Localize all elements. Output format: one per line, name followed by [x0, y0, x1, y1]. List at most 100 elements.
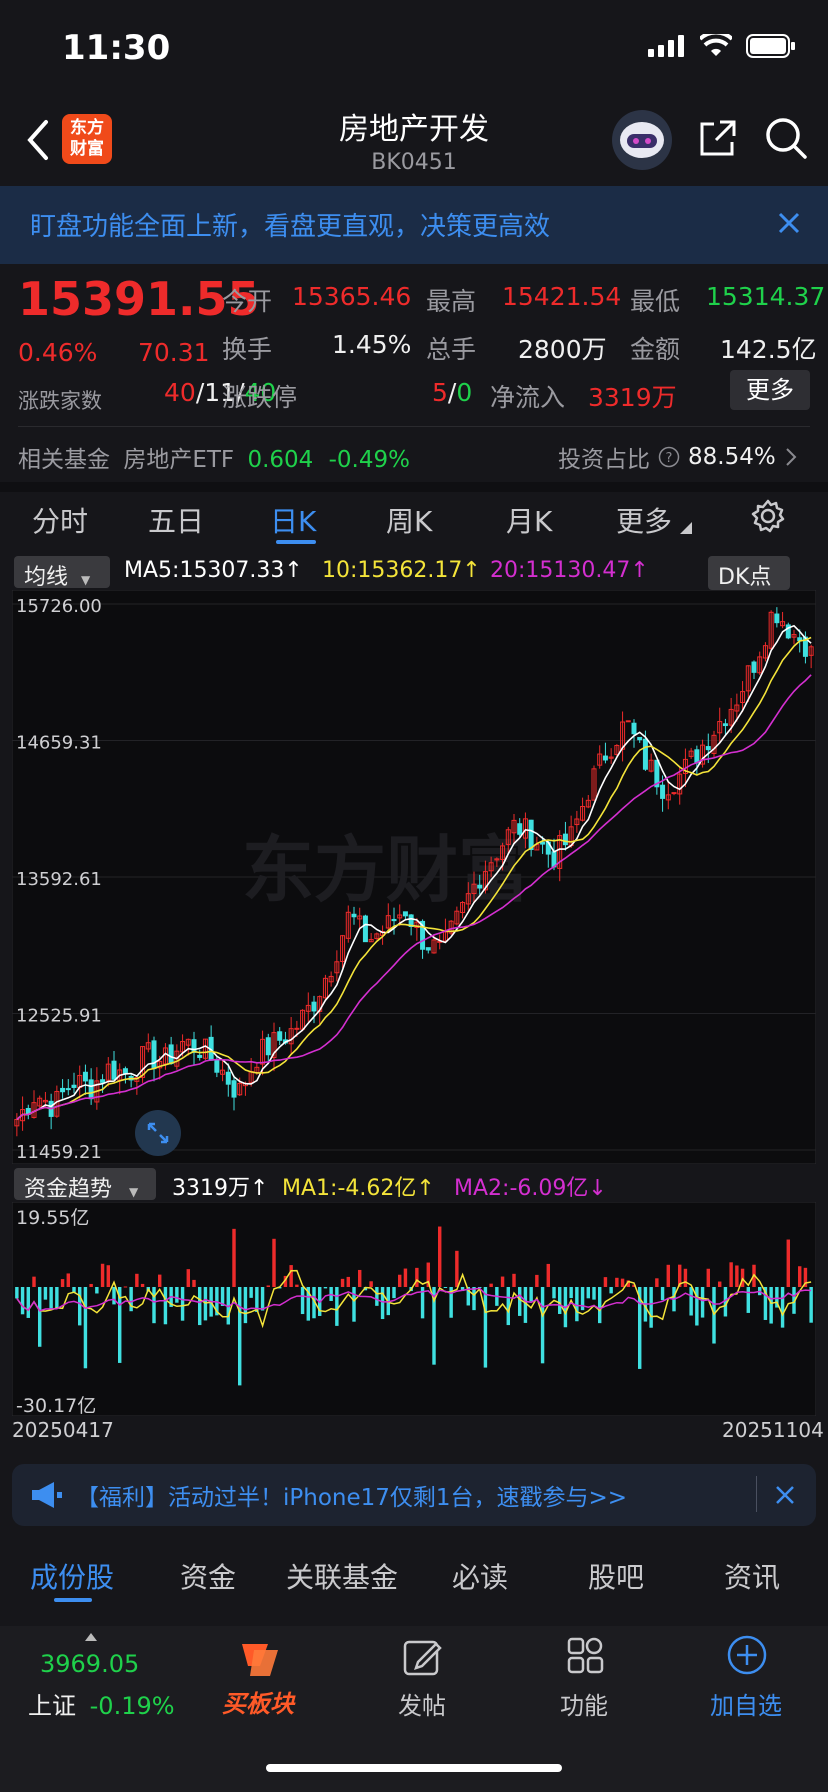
function-label[interactable]: 功能	[560, 1692, 608, 1720]
fund-flow-value: 3319万↑	[172, 1176, 269, 1201]
post-label[interactable]: 发帖	[398, 1692, 446, 1720]
candle-body	[191, 1039, 197, 1053]
fund-flow-bar	[746, 1286, 750, 1313]
feature-banner[interactable]	[0, 186, 828, 264]
candle-body	[420, 920, 426, 950]
fund-trend-selector[interactable]: 资金趋势 ▼	[14, 1168, 156, 1202]
fund-flow-bar	[369, 1281, 373, 1287]
fund-flow-bar	[518, 1286, 522, 1316]
indicator-selector[interactable]: 均线 ▼	[14, 556, 110, 590]
function-grid-icon[interactable]	[566, 1636, 606, 1676]
y-tick-label: 13592.61	[16, 869, 102, 890]
fund-flow-bar	[243, 1286, 248, 1324]
tab-must-read[interactable]: 必读	[452, 1561, 509, 1594]
tab-monthly-k[interactable]: 月K	[506, 505, 553, 538]
candle-body	[231, 1080, 237, 1098]
help-icon[interactable]: ?	[658, 446, 680, 468]
candle-body	[202, 1038, 208, 1059]
fund-flow-bar	[66, 1273, 70, 1287]
app-logo[interactable]: 东方 财富	[62, 114, 112, 164]
fund-flow-bar	[335, 1286, 339, 1326]
fund-flow-bar	[609, 1286, 613, 1294]
fund-flow-bar	[449, 1286, 453, 1318]
index-name: 上证	[28, 1692, 76, 1720]
candle-body	[631, 722, 637, 735]
fund-flow-bar	[803, 1267, 808, 1287]
fund-name: 房地产ETF	[123, 447, 235, 473]
post-edit-icon[interactable]	[402, 1636, 444, 1678]
more-button[interactable]: 更多	[730, 370, 810, 410]
tab-constituents[interactable]: 成份股	[30, 1561, 115, 1594]
fund-flow-bar	[112, 1286, 116, 1305]
fund-flow-bar	[735, 1265, 739, 1287]
high-label: 最高	[426, 287, 477, 316]
sector-code: BK0451	[371, 150, 457, 175]
tab-news[interactable]: 资讯	[724, 1561, 781, 1594]
fullscreen-expand-button[interactable]	[135, 1110, 181, 1156]
volume-label: 总手	[426, 335, 477, 364]
fund-flow-bar	[323, 1286, 328, 1289]
candle-body	[334, 961, 340, 974]
share-icon[interactable]	[698, 118, 738, 158]
fund-flow-bar	[580, 1286, 585, 1311]
ai-assistant-robot-icon[interactable]	[612, 110, 672, 170]
fund-flow-bar	[49, 1286, 53, 1309]
inflow-label: 净流入	[490, 383, 566, 412]
fund-flow-bar	[20, 1286, 25, 1315]
tab-related-funds[interactable]: 关联基金	[286, 1561, 399, 1594]
candle-body	[197, 1054, 203, 1058]
buy-sector-label[interactable]: 买板块	[222, 1690, 294, 1718]
fund-flow-bar	[198, 1286, 202, 1326]
candle-body	[345, 911, 351, 939]
buy-sector-icon[interactable]	[236, 1636, 284, 1682]
index-value[interactable]: 3969.05	[40, 1650, 140, 1678]
close-icon[interactable]	[772, 206, 806, 240]
amount-label: 金额	[630, 335, 681, 364]
candle-body	[368, 938, 374, 943]
tab-weekly-k[interactable]: 周K	[386, 505, 433, 538]
related-fund-label: 相关基金	[18, 447, 110, 473]
candle-body	[185, 1038, 191, 1046]
tab-intraday[interactable]: 分时	[32, 505, 89, 538]
settings-gear-icon[interactable]	[750, 498, 786, 534]
fund-flow-bar	[723, 1286, 728, 1317]
candle-body	[557, 835, 563, 869]
search-icon[interactable]	[764, 116, 808, 160]
fund-flow-bar	[432, 1286, 436, 1365]
index-change-row[interactable]: 上证 -0.19%	[28, 1686, 175, 1721]
tab-forum[interactable]: 股吧	[588, 1561, 645, 1594]
add-watchlist-icon[interactable]	[726, 1634, 768, 1676]
back-chevron-icon[interactable]	[24, 118, 54, 162]
add-watchlist-label[interactable]: 加自选	[710, 1692, 782, 1720]
fund-flow-bar	[306, 1286, 310, 1321]
tab-five-day[interactable]: 五日	[148, 505, 205, 538]
fund-flow-bar	[420, 1286, 425, 1319]
candle-body	[397, 914, 403, 919]
fund-flow-bar	[649, 1286, 653, 1328]
fund-flow-bar	[620, 1278, 625, 1287]
investment-ratio[interactable]: 投资占比 ? 88.54%	[558, 440, 798, 474]
index-change: -0.19%	[89, 1692, 175, 1720]
fund-flow-bar	[632, 1284, 636, 1287]
candle-body	[42, 1099, 48, 1103]
dk-point-button[interactable]: DK点	[708, 556, 790, 590]
logo-text-line1: 东方	[70, 118, 104, 138]
fund-flow-bar	[175, 1286, 179, 1303]
promo-notice[interactable]	[12, 1464, 816, 1526]
candle-body	[225, 1071, 231, 1085]
close-icon[interactable]	[772, 1482, 798, 1508]
candle-body	[511, 819, 517, 834]
turnover-label: 换手	[222, 335, 273, 364]
candle-body	[402, 911, 408, 917]
related-fund-row[interactable]: 相关基金 房地产ETF 0.604 -0.49%	[18, 440, 410, 474]
fund-flow-bar	[792, 1286, 796, 1314]
tab-capital[interactable]: 资金	[180, 1561, 237, 1594]
candle-body	[340, 935, 346, 962]
tab-more[interactable]: 更多	[616, 505, 673, 538]
fund-flow-chart[interactable]: 19.55亿 -30.17亿	[12, 1202, 816, 1416]
candle-body	[757, 656, 763, 674]
fund-flow-bar	[603, 1277, 608, 1287]
tab-daily-k[interactable]: 日K	[270, 505, 317, 538]
candlestick-chart[interactable]: 东方财富 15726.00 14659.31 13592.61 12525.91 114…	[12, 590, 816, 1164]
y-tick-label: 14659.31	[16, 732, 102, 753]
